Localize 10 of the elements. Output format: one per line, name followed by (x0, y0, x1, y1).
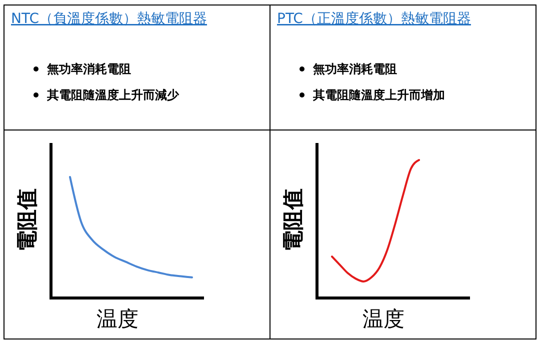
text: NTC（負溫度係數）熱敏電阻器 (11, 11, 207, 27)
y-axis-title: 電阻值 (15, 188, 39, 252)
x-axis-title: 温度 (96, 307, 138, 331)
text: 其電阻隨溫度上升而增加 (312, 88, 445, 102)
text: 無功率消耗電阻 (46, 62, 131, 76)
x-axis-title: 温度 (362, 307, 404, 331)
y-axis-title: 電阻值 (281, 188, 305, 252)
text: 其電阻隨溫度上升而減少 (46, 88, 180, 102)
text: 無功率消耗電阻 (312, 62, 397, 76)
text: PTC（正溫度係數）熱敏電阻器 (277, 11, 471, 27)
